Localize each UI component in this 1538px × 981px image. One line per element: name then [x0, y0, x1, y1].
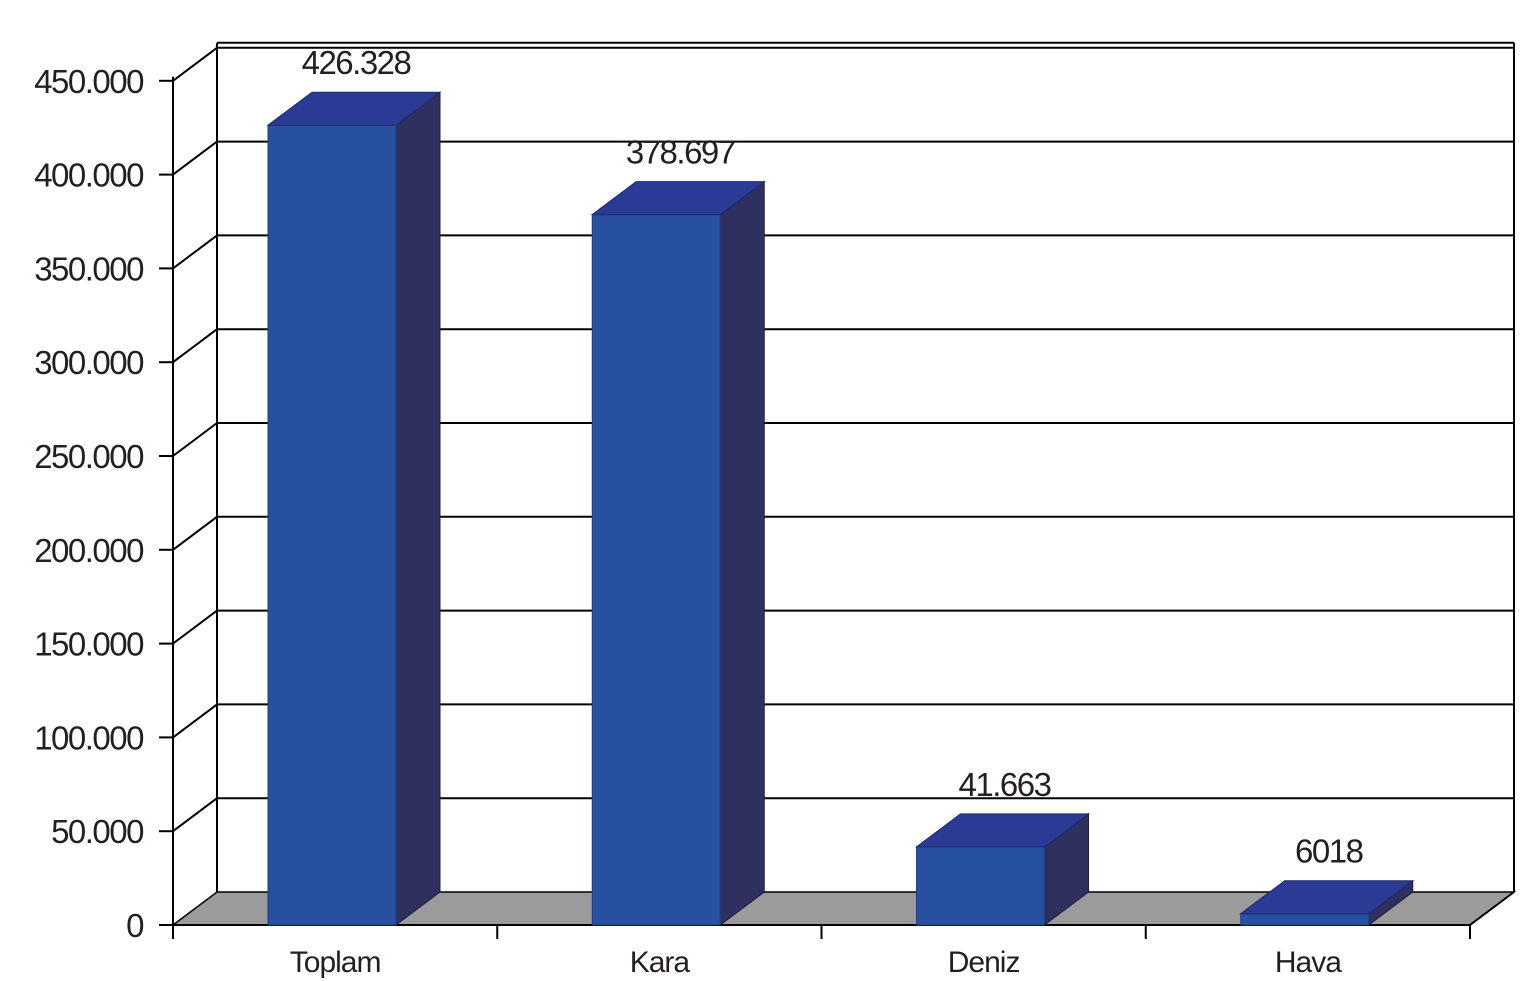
bar-deniz — [915, 812, 1090, 926]
gridline-diagonal — [172, 328, 218, 364]
data-label: 378.697 — [626, 134, 735, 171]
y-tick-label: 450.000 — [34, 63, 144, 100]
y-tick-label: 0 — [126, 907, 144, 944]
bar-front-face — [916, 846, 1045, 926]
y-tick-label: 150.000 — [34, 626, 144, 663]
bar-kara — [590, 180, 766, 926]
bar-top-face — [590, 181, 766, 216]
category-label: Hava — [1275, 946, 1342, 979]
bar-hava — [1239, 879, 1415, 926]
gridline-diagonal — [172, 703, 218, 739]
floor-right-edge — [1469, 891, 1515, 926]
category-label: Toplam — [290, 946, 381, 979]
bar-top-face — [915, 813, 1090, 848]
data-label: 426.328 — [302, 44, 411, 81]
y-tick-label: 100.000 — [34, 719, 144, 756]
bar-side-face — [395, 91, 441, 926]
data-label: 6018 — [1295, 833, 1363, 870]
gridline-diagonal — [172, 515, 218, 551]
y-tick-label: 200.000 — [34, 532, 144, 569]
y-tick-label: 250.000 — [34, 438, 144, 475]
category-label: Kara — [630, 946, 691, 979]
category-label: Deniz — [948, 946, 1020, 979]
gridline-diagonal — [172, 609, 218, 645]
gridline-diagonal — [172, 797, 218, 833]
y-tick-label: 50.000 — [51, 813, 144, 850]
bar-top-face — [1239, 880, 1415, 915]
data-labels: 426.328 378.697 41.663 6018 — [302, 44, 1364, 870]
y-tick-label: 350.000 — [34, 250, 144, 287]
gridline-diagonal — [172, 234, 218, 270]
bar-front-face — [591, 214, 721, 926]
bar-top-face — [266, 91, 442, 126]
bar-front-face — [1240, 913, 1370, 926]
gridline-diagonal — [172, 46, 218, 82]
x-axis-category-labels: Toplam Kara Deniz Hava — [290, 946, 1343, 979]
y-tick-label: 400.000 — [34, 157, 144, 194]
data-label: 41.663 — [959, 766, 1051, 803]
gridline-diagonal — [172, 422, 218, 457]
bar-front-face — [267, 124, 397, 926]
bar-side-face — [719, 180, 765, 926]
gridline-diagonal — [172, 140, 218, 176]
chart-bars — [266, 91, 1415, 926]
bar-toplam — [266, 91, 442, 926]
y-tick-label: 300.000 — [34, 344, 144, 381]
y-axis-tick-labels: 0 50.000 100.000 150.000 200.000 250.000 300.0… — [34, 63, 145, 944]
